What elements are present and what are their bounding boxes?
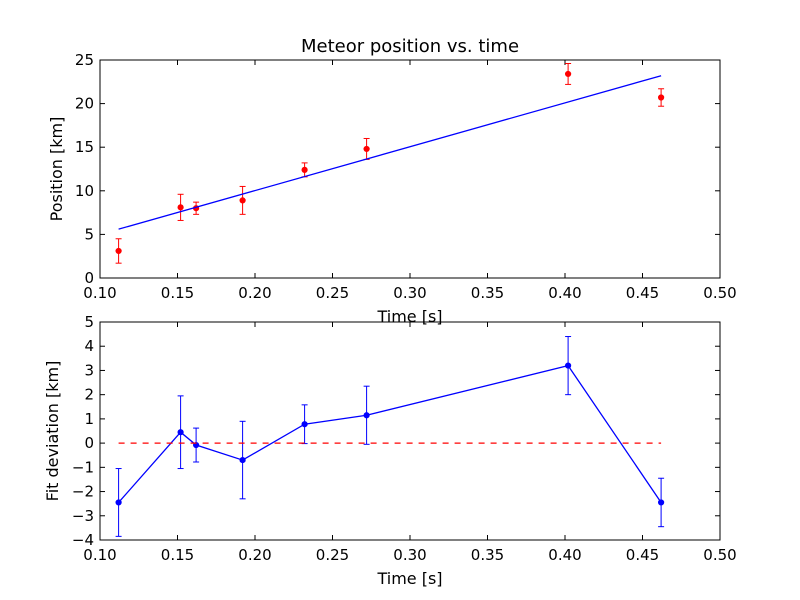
y-tick-label: −2	[72, 483, 94, 501]
y-tick-label: 4	[84, 337, 94, 355]
x-tick-label: 0.35	[471, 284, 504, 302]
data-point	[565, 362, 572, 369]
y-tick-label: −4	[72, 531, 94, 549]
x-tick-label: 0.20	[238, 546, 271, 564]
y-axis-label: Fit deviation [km]	[43, 361, 62, 502]
y-tick-label: 0	[84, 434, 94, 452]
data-point	[363, 145, 370, 153]
x-tick-label: 0.15	[161, 284, 194, 302]
x-tick-label: 0.45	[626, 284, 659, 302]
x-tick-label: 0.15	[161, 546, 194, 564]
x-tick-label: 0.10	[83, 546, 116, 564]
data-point	[177, 429, 184, 436]
data-point	[239, 197, 246, 204]
data-point	[565, 70, 572, 78]
x-tick-label: 0.30	[393, 284, 426, 302]
y-tick-label: 2	[84, 386, 94, 404]
x-axis-label: Time [s]	[376, 307, 442, 326]
x-tick-label: 0.50	[703, 546, 736, 564]
x-tick-label: 0.20	[238, 284, 271, 302]
y-tick-label: 25	[75, 51, 94, 69]
y-tick-label: 5	[84, 225, 94, 243]
data-point	[658, 94, 665, 101]
data-point	[177, 204, 184, 211]
data-point	[115, 499, 122, 506]
x-tick-label: 0.40	[548, 284, 581, 302]
position-plot: 0.10 0.15 0.20 0.25 0.30 0.35 0.40 0.45 0.50 0 5 10…	[47, 36, 737, 326]
x-tick-label: 0.35	[471, 546, 504, 564]
data-point	[301, 421, 308, 428]
y-tick-label: 1	[84, 410, 94, 428]
x-tick-label: 0.40	[548, 546, 581, 564]
y-tick-label: 0	[84, 269, 94, 287]
x-tick-label: 0.25	[316, 284, 349, 302]
data-point	[363, 412, 370, 419]
y-tick-label: −3	[72, 507, 94, 525]
data-point	[115, 247, 122, 255]
deviation-plot: 0.10 0.15 0.20 0.25 0.30 0.35 0.40 0.45 0.50 −4 −3…	[43, 313, 737, 588]
x-tick-label: 0.10	[83, 284, 116, 302]
axes-frame	[99, 321, 721, 541]
data-point	[658, 499, 665, 506]
y-tick-label: 20	[75, 95, 94, 113]
chart-title: Meteor position vs. time	[301, 36, 519, 57]
data-point	[239, 456, 246, 464]
y-tick-label: −1	[72, 458, 94, 476]
y-tick-label: 10	[75, 182, 94, 200]
y-tick-label: 3	[84, 361, 94, 379]
x-tick-label: 0.45	[626, 546, 659, 564]
x-tick-label: 0.25	[316, 546, 349, 564]
deviation-line	[118, 364, 662, 503]
data-point	[301, 166, 308, 173]
fit-line	[118, 75, 662, 230]
x-axis-label: Time [s]	[376, 569, 442, 588]
y-tick-label: 15	[75, 138, 94, 156]
y-axis-label: Position [km]	[47, 117, 66, 222]
x-tick-label: 0.30	[393, 546, 426, 564]
axes-frame	[99, 59, 721, 279]
x-tick-label: 0.50	[703, 284, 736, 302]
y-tick-label: 5	[84, 313, 94, 331]
